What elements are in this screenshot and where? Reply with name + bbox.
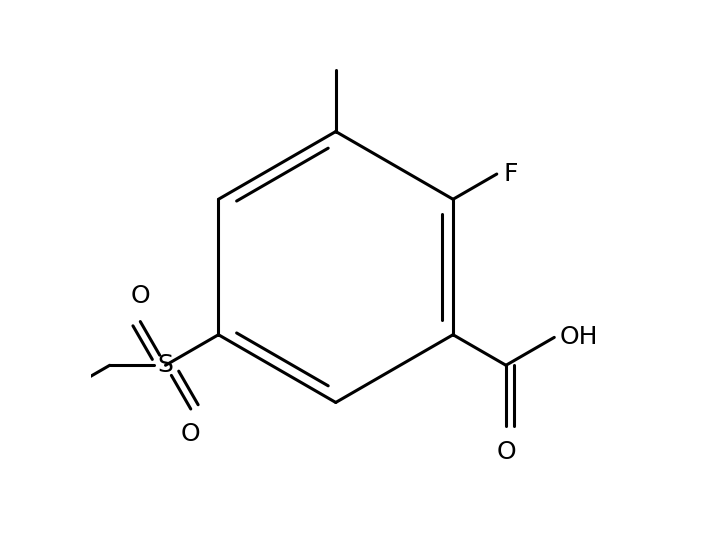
Text: F: F [503,162,518,186]
Text: S: S [158,354,174,378]
Text: O: O [131,284,150,308]
Text: O: O [496,439,516,464]
Text: O: O [181,422,201,446]
Text: OH: OH [560,325,598,349]
